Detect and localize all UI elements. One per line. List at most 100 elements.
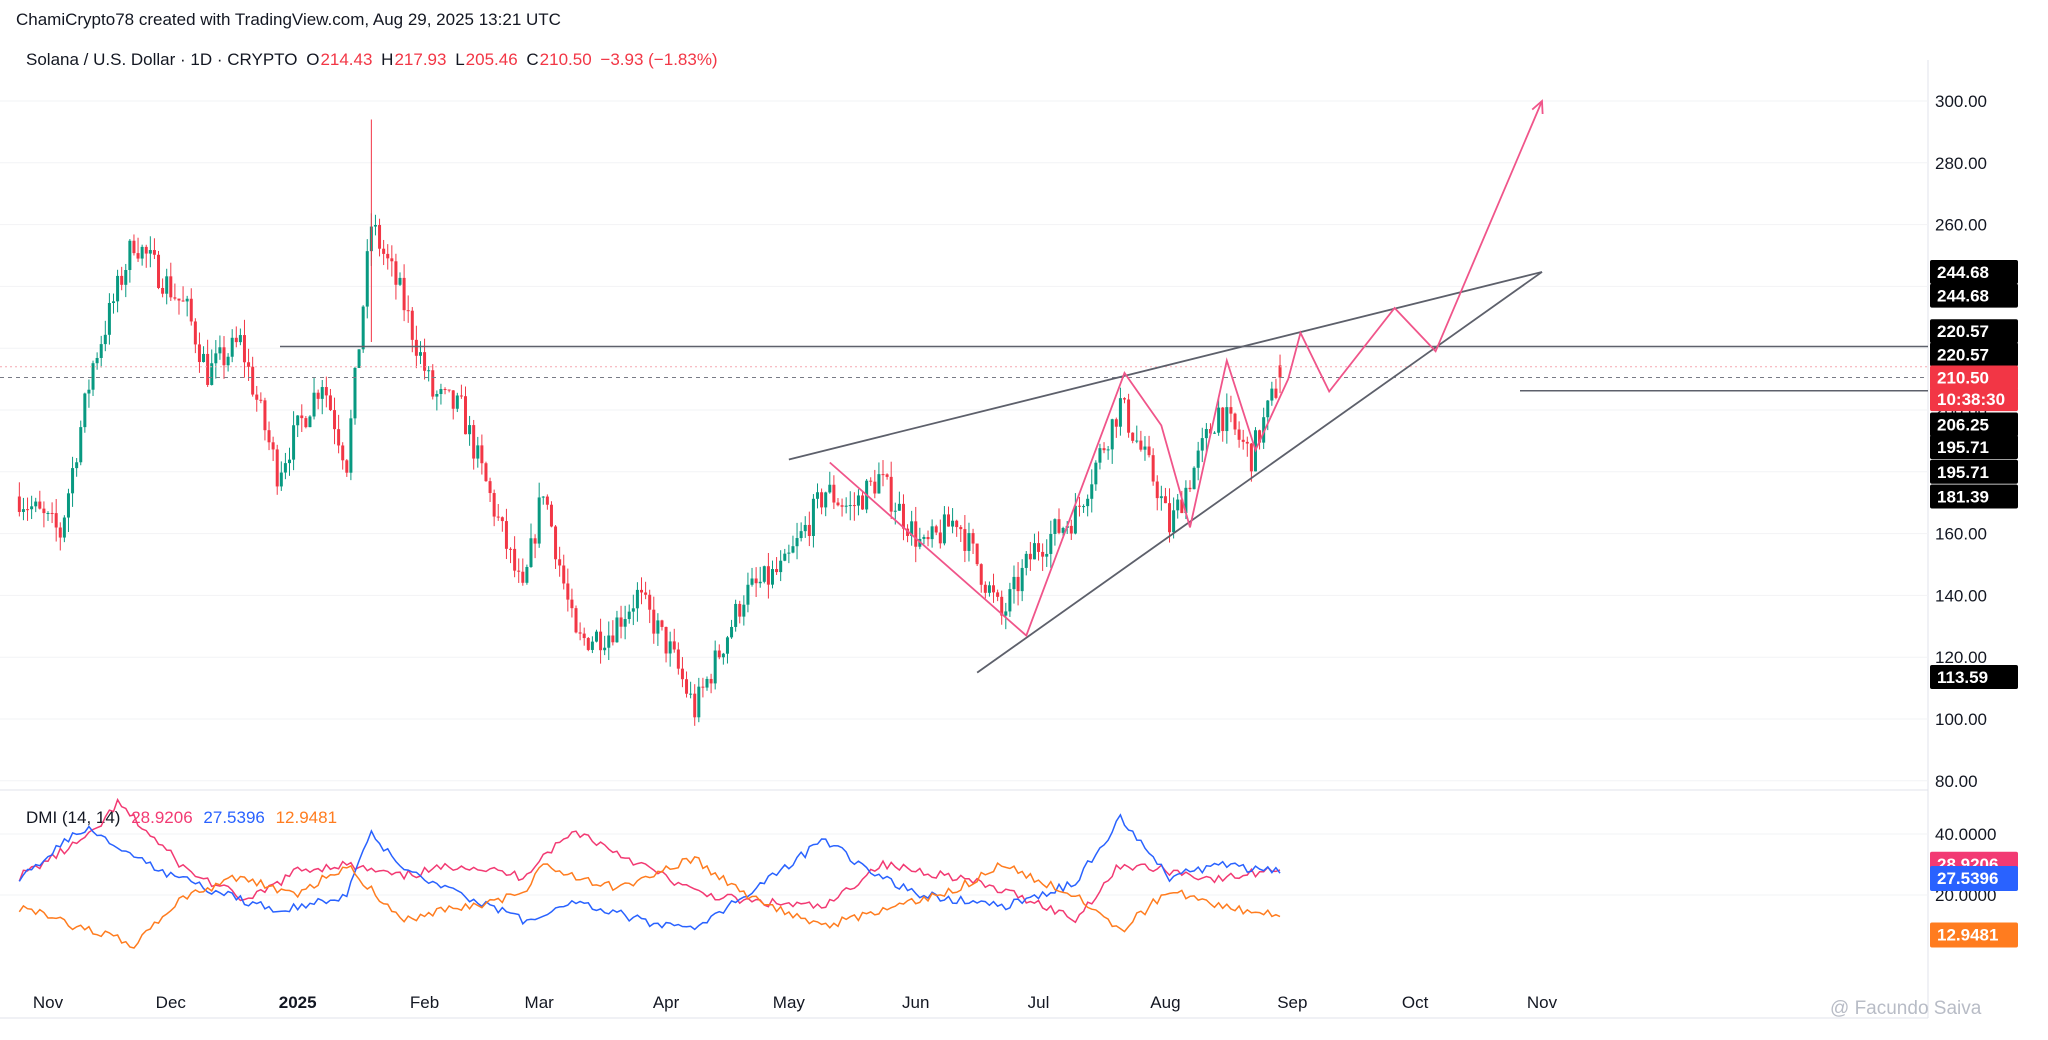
candle-body [38,501,42,509]
candle-body [247,362,251,367]
candle-body [1131,432,1135,441]
time-tick-label: Sep [1277,993,1307,1012]
dmi-title[interactable]: DMI (14, 14) [26,808,121,827]
candle-body [635,589,639,609]
candle-body [1118,398,1122,427]
candle-body [914,521,918,547]
dmi-series-line [18,813,1281,931]
candle-body [959,527,963,530]
candle-body [472,425,476,459]
candle-body [17,496,21,512]
candle-body [26,509,30,511]
candle-body [1037,543,1041,552]
candle-body [279,472,283,487]
candle-body [631,608,635,612]
candle-body [766,566,770,585]
candle-body [897,503,901,511]
projection-arrowhead [1531,99,1544,115]
candle-body [1098,448,1102,463]
dmi-value-badge-label: 12.9481 [1937,926,1998,945]
candle-body [1028,553,1032,560]
candle-body [566,583,570,600]
symbol-title[interactable]: Solana / U.S. Dollar · 1D · CRYPTO [26,50,298,69]
dmi-value-badge [1930,922,2018,948]
candle-body [668,641,672,654]
candle-body [300,415,304,419]
candle-body [836,502,840,506]
candle-body [533,538,537,544]
candle-body [476,445,480,459]
candle-body [930,526,934,540]
price-tick-label: 140.00 [1935,586,1987,605]
candle-body [779,560,783,573]
close-label: C [526,50,539,69]
candle-body [619,617,623,627]
candle-body [202,353,206,363]
candle-body [1073,505,1077,534]
candle-body [107,302,111,335]
candle-body [157,254,161,288]
candle-body [549,504,553,527]
candle-body [132,240,136,254]
price-badge-label: 220.57 [1937,345,1989,364]
candle-body [152,250,156,255]
candle-body [345,460,349,473]
candle-body [996,592,1000,597]
candle-body [775,569,779,573]
candle-body [1262,417,1266,443]
candle-body [427,370,431,372]
candle-body [734,603,738,627]
price-badge [1930,365,2018,390]
open-value: 214.43 [320,50,373,69]
dmi-series-line [18,856,1281,949]
candle-body [926,537,930,540]
candle-body [402,277,406,311]
candle-body [971,533,975,544]
candle-body [987,585,991,593]
time-tick-label: Jun [902,993,929,1012]
candle-body [1041,551,1045,557]
candle-body [431,370,435,397]
candle-body [648,594,652,610]
candle-body [103,334,107,345]
candle-body [750,578,754,585]
candle-body [75,462,79,469]
candle-body [206,353,210,385]
candle-body [423,352,427,371]
candle-body [811,498,815,536]
candle-body [852,505,856,507]
candle-body [558,559,562,566]
price-badge-label: 210.50 [1937,369,1989,388]
dmi-legend: DMI (14, 14) 28.9206 27.5396 12.9481 [26,808,343,828]
candle-body [541,496,545,498]
candle-body [365,251,369,307]
price-tick-label: 160.00 [1935,525,1987,544]
candle-body [1184,487,1188,514]
price-badge [1930,484,2018,509]
candle-body [840,505,844,507]
close-value: 210.50 [539,50,592,69]
candle-body [439,389,443,395]
candle-body [99,344,103,358]
candle-body [242,335,246,363]
candle-body [1200,438,1204,451]
candle-body [1196,450,1200,468]
candle-body [496,516,500,518]
time-tick-label: Aug [1150,993,1180,1012]
candle-body [1266,400,1270,418]
price-badge-label: 195.71 [1937,463,1989,482]
candle-body [730,626,734,638]
candle-body [803,524,807,532]
price-badge [1930,665,2018,690]
candle-body [951,520,955,527]
candle-body [627,611,631,620]
candle-body [410,310,414,340]
candle-body [1139,440,1143,450]
candle-body [869,480,873,482]
candle-body [1151,455,1155,482]
candle-body [79,427,83,463]
candle-body [189,298,193,322]
candle-body [406,310,410,312]
candle-body [111,301,115,303]
